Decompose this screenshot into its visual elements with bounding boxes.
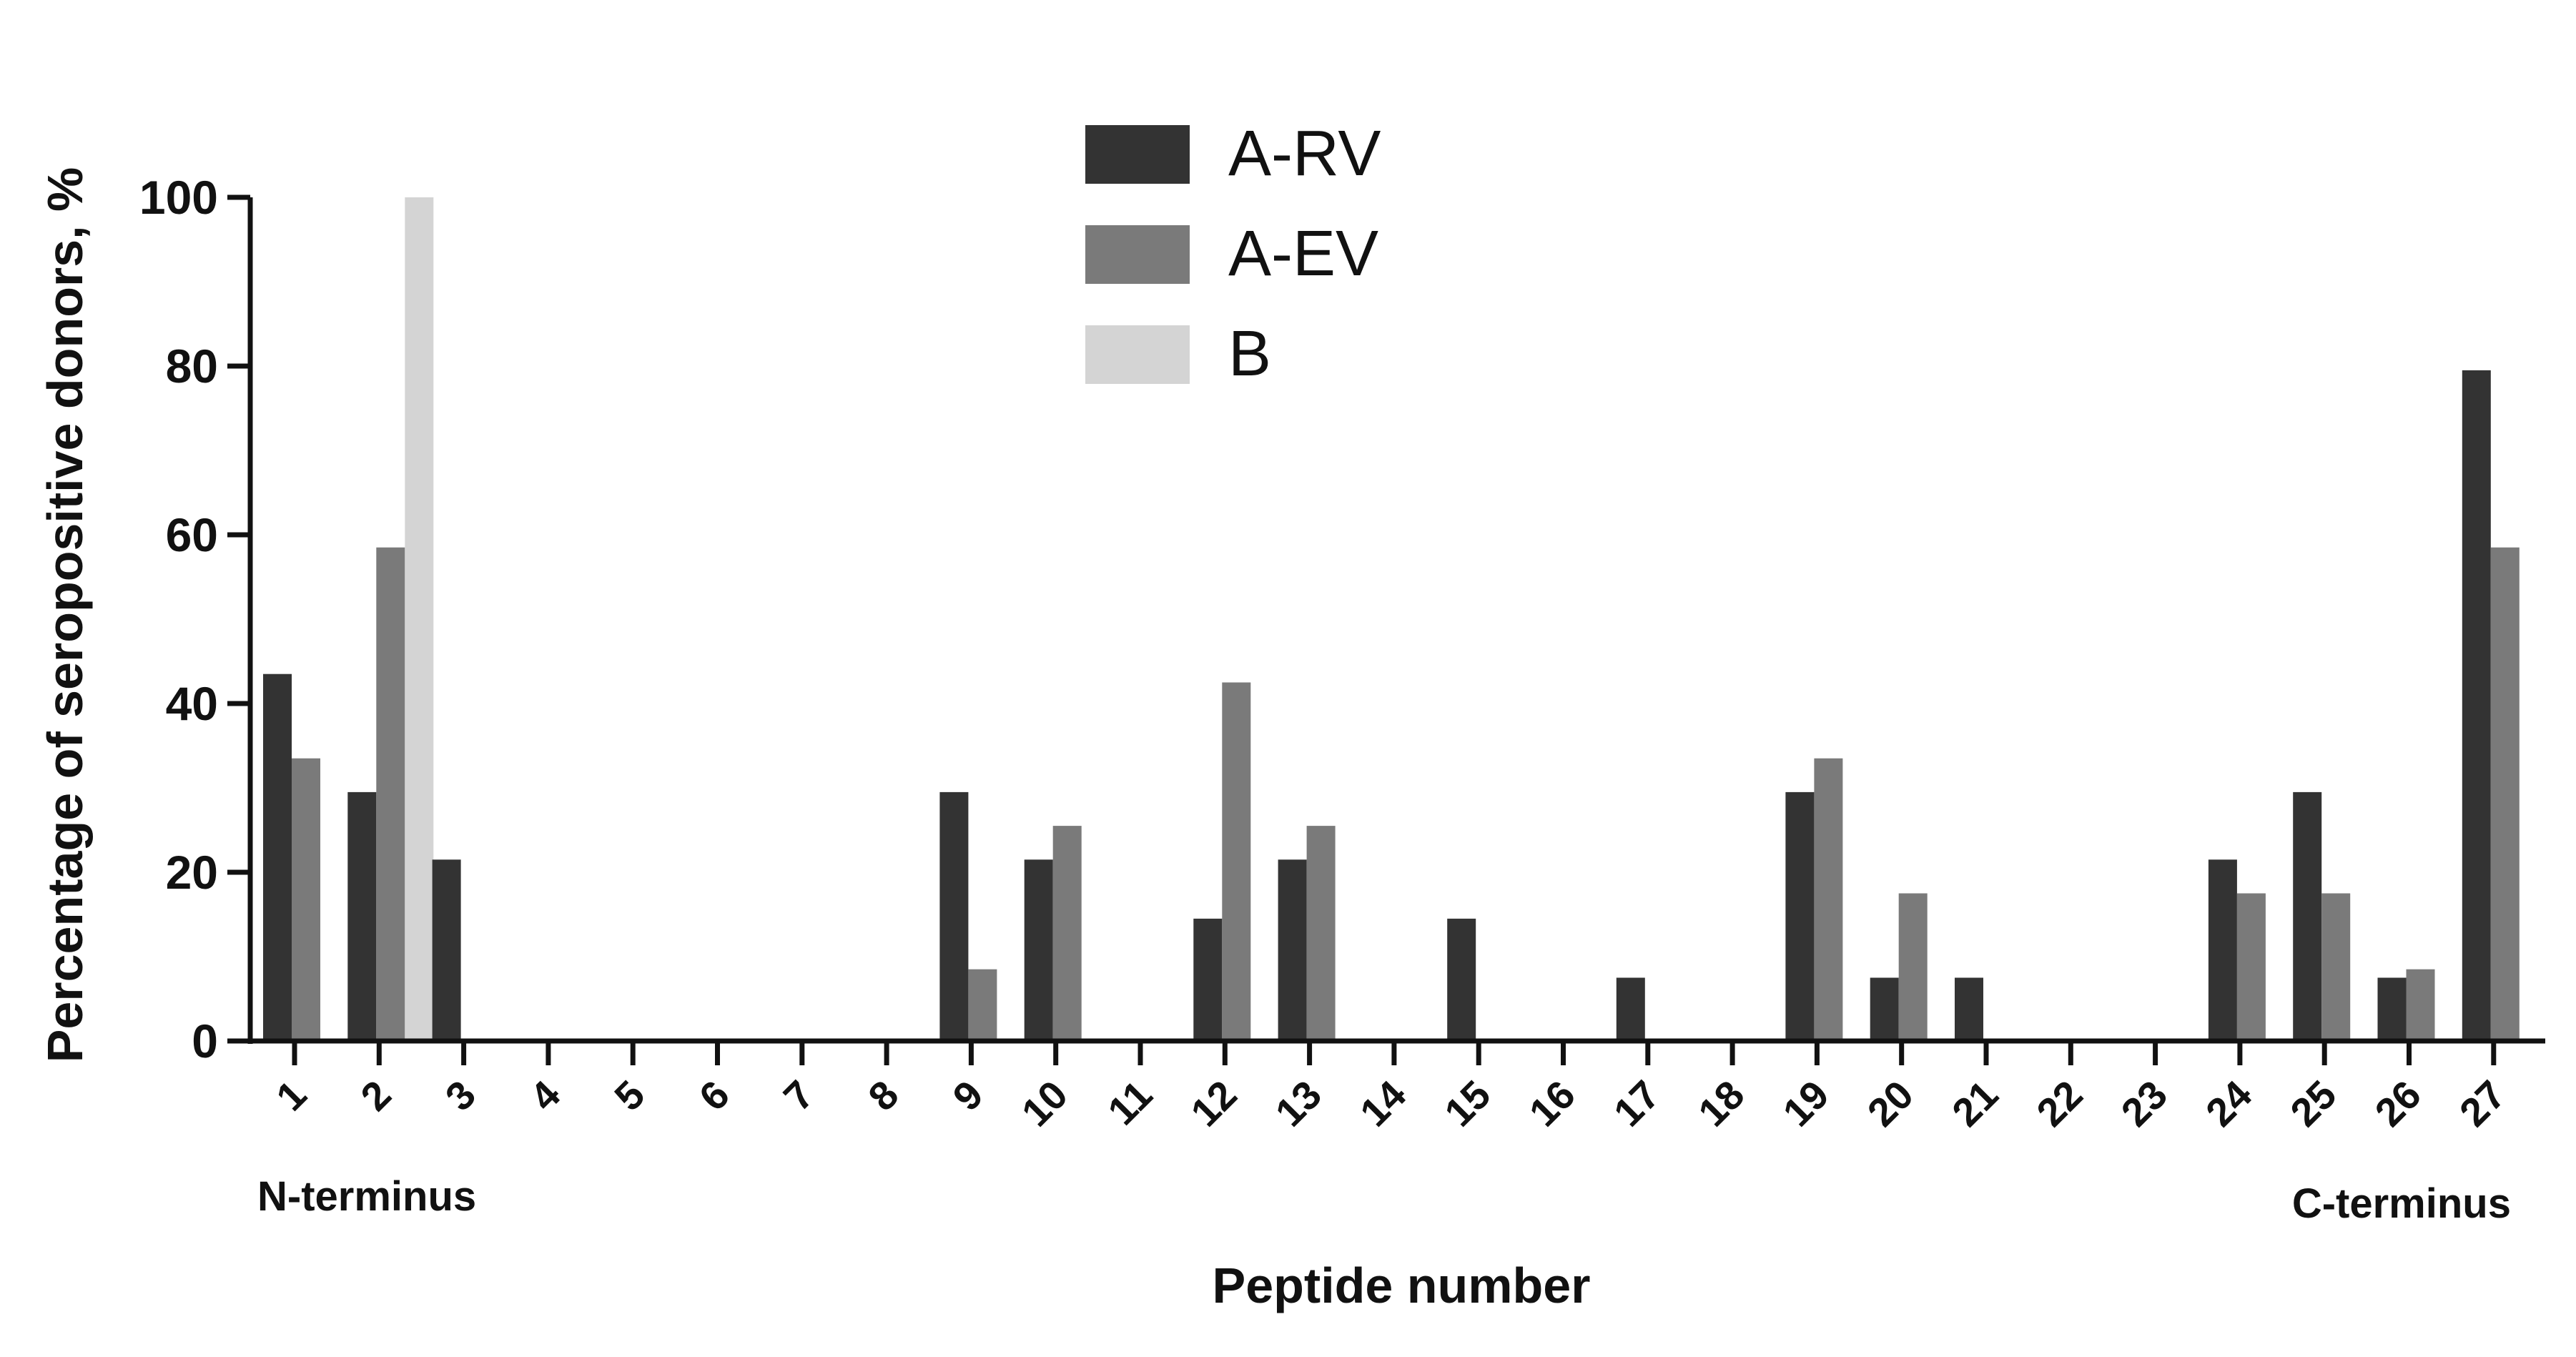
legend-label: A-RV: [1228, 118, 1381, 189]
x-tick-label: 24: [2197, 1072, 2261, 1135]
bar-group: [263, 197, 2520, 1041]
bar-a-ev-peptide-24: [2236, 893, 2266, 1041]
x-tick-label: 19: [1774, 1072, 1837, 1135]
bar-a-ev-peptide-12: [1222, 682, 1251, 1041]
y-tick-label: 60: [166, 508, 218, 561]
bar-a-ev-peptide-26: [2406, 969, 2435, 1041]
x-tick-label: 12: [1182, 1072, 1245, 1135]
bar-a-ev-peptide-2: [376, 547, 405, 1041]
bar-a-rv-peptide-27: [2462, 370, 2491, 1041]
x-tick-label: 21: [1943, 1072, 2007, 1135]
bar-b-peptide-2: [405, 197, 434, 1041]
x-tick-label: 13: [1266, 1072, 1330, 1135]
legend-swatch-a-ev: [1085, 225, 1190, 284]
bar-a-rv-peptide-1: [263, 673, 292, 1041]
x-tick-label: 27: [2451, 1072, 2515, 1135]
x-tick-label: 3: [437, 1072, 485, 1120]
legend: A-RV A-EV B: [1085, 118, 1381, 390]
bar-a-rv-peptide-12: [1193, 918, 1223, 1041]
x-tick-label: 11: [1099, 1072, 1160, 1133]
y-tick-label: 100: [139, 171, 218, 224]
bar-a-rv-peptide-21: [1955, 977, 1983, 1041]
x-tick-label: 14: [1351, 1072, 1415, 1135]
x-tick-label: 18: [1689, 1072, 1753, 1135]
x-tick-label: 4: [521, 1072, 569, 1120]
n-terminus-label: N-terminus: [257, 1173, 476, 1220]
bar-a-rv-peptide-24: [2208, 859, 2237, 1041]
x-tick-label: 2: [352, 1072, 400, 1120]
x-tick-label: 26: [2366, 1072, 2429, 1135]
y-tick-label: 0: [192, 1015, 218, 1067]
bar-a-rv-peptide-20: [1870, 977, 1899, 1041]
legend-swatch-b: [1085, 325, 1190, 384]
x-tick-label: 5: [606, 1072, 653, 1120]
bar-a-ev-peptide-13: [1306, 826, 1336, 1041]
bar-a-ev-peptide-9: [968, 969, 997, 1041]
x-tick-label: 25: [2281, 1072, 2345, 1135]
legend-label: A-EV: [1228, 218, 1378, 290]
bar-a-rv-peptide-25: [2293, 791, 2322, 1041]
bar-a-ev-peptide-1: [292, 758, 320, 1041]
bar-a-rv-peptide-10: [1024, 859, 1053, 1041]
x-tick-label: 9: [944, 1072, 992, 1120]
bar-a-rv-peptide-26: [2377, 977, 2407, 1041]
bar-a-ev-peptide-19: [1814, 758, 1843, 1041]
bar-a-rv-peptide-19: [1785, 791, 1815, 1041]
bar-a-rv-peptide-9: [939, 791, 969, 1041]
x-tick-label: 1: [267, 1072, 315, 1120]
legend-swatch-a-rv: [1085, 125, 1190, 184]
bar-a-ev-peptide-27: [2490, 547, 2520, 1041]
x-tick-label: 15: [1436, 1072, 1499, 1135]
c-terminus-label: C-terminus: [2292, 1180, 2511, 1227]
bar-a-rv-peptide-3: [432, 859, 461, 1041]
bar-a-rv-peptide-15: [1447, 918, 1476, 1041]
bar-a-ev-peptide-10: [1052, 826, 1082, 1041]
x-tick-label: 17: [1605, 1072, 1669, 1135]
x-axis-ticks: 1 2 3 4 5 6 7 8 9 10 11 12 13 14 15 16 17 18 19 20 21 22 23 24 2…: [267, 1041, 2514, 1135]
x-tick-label: 23: [2112, 1072, 2176, 1135]
bar-a-ev-peptide-25: [2321, 893, 2351, 1041]
legend-label: B: [1228, 318, 1271, 390]
y-tick-label: 40: [166, 677, 218, 730]
bar-a-rv-peptide-13: [1278, 859, 1307, 1041]
x-tick-label: 8: [859, 1072, 907, 1120]
y-tick-label: 20: [166, 846, 218, 899]
x-tick-label: 22: [2028, 1072, 2091, 1135]
y-axis-title: Percentage of seropositive donors, %: [37, 167, 93, 1063]
x-tick-label: 20: [1859, 1072, 1923, 1135]
bar-a-ev-peptide-20: [1898, 893, 1928, 1041]
x-tick-label: 7: [775, 1072, 823, 1120]
y-tick-label: 80: [166, 340, 218, 393]
x-tick-label: 6: [690, 1072, 738, 1120]
bar-a-rv-peptide-17: [1616, 977, 1645, 1041]
x-tick-label: 10: [1013, 1072, 1077, 1135]
x-axis-title: Peptide number: [1213, 1258, 1591, 1313]
y-axis-ticks: 0 20 40 60 80 100: [139, 171, 250, 1067]
x-tick-label: 16: [1520, 1072, 1584, 1135]
bar-a-rv-peptide-2: [347, 791, 377, 1041]
